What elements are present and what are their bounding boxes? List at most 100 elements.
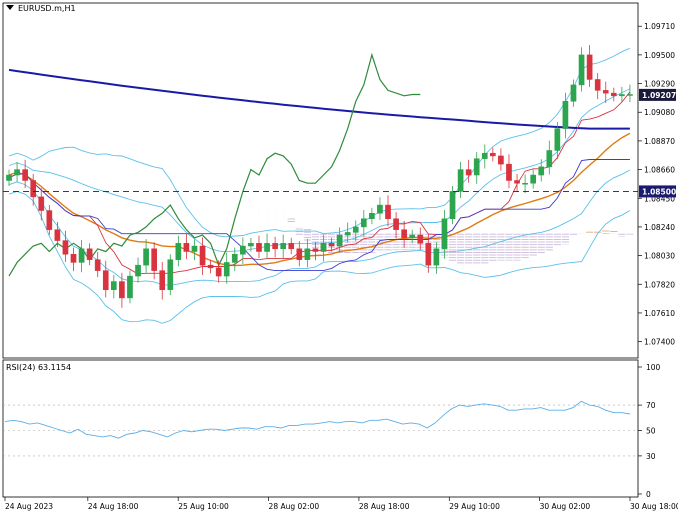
candle-body [449,191,456,219]
rsi-title: RSI(24) 63.1154 [6,363,71,372]
time-tick-label: 24 Aug 18:00 [88,502,139,511]
candle-body [433,248,440,266]
candle-body [231,253,238,263]
symbol-dropdown-icon[interactable] [6,5,14,10]
candle-body [312,248,319,252]
candle-body [578,54,585,86]
candle-body [377,204,383,214]
price-tick-label: 1.07400 [644,338,675,347]
candle-body [401,229,407,239]
time-tick-label: 24 Aug 2023 [5,502,53,511]
candle-body [344,232,351,236]
candle-body [183,243,190,252]
candle-body [352,226,359,233]
candle-body [328,243,335,247]
rsi-tick-label: 0 [646,490,651,499]
candle-body [514,180,520,184]
candle-body [336,234,343,247]
time-tick-label: 25 Aug 10:00 [178,502,229,511]
candle-body [78,248,85,263]
price-tick-label: 1.09080 [644,108,675,117]
candle-body [264,243,270,252]
candle-body [441,218,448,250]
symbol-title: EURUSD.m,H1 [18,4,76,13]
candle-body [38,196,45,211]
candle-body [6,174,12,181]
price-tick-label: 1.08240 [644,223,675,232]
price-tick-label: 1.07820 [644,280,675,289]
candle-body [425,243,432,266]
candle-body [30,180,37,198]
rsi-tick-label: 50 [646,427,656,436]
rsi-tick-label: 70 [646,401,656,410]
candle-body [506,163,512,181]
candle-body [215,267,222,277]
rsi-plot-frame [2,359,639,498]
candle-body [62,240,69,255]
price-tick-label: 1.08870 [644,137,675,146]
time-tick-label: 30 Aug 18:00 [630,502,678,511]
candle-body [619,94,625,97]
candle-body [465,169,472,176]
current-price-box [639,88,676,101]
price-tick-label: 1.09710 [644,22,675,31]
candle-body [240,245,246,255]
candle-body [22,169,28,181]
candle-body [119,281,125,299]
level-price-box [639,185,676,198]
candle-body [417,234,424,244]
candle-body [135,264,141,277]
price-tick-label: 1.09290 [644,80,675,89]
candle-body [167,259,174,290]
candle-body [223,262,230,277]
candle-body [562,101,569,129]
candle-body [207,264,214,269]
candle-body [191,245,198,252]
candle-body [199,245,206,266]
price-tick-label: 1.08450 [644,194,675,203]
candle-body [320,243,327,252]
candle-body [54,229,61,241]
candle-body [86,248,93,260]
candle-body [554,128,561,151]
candle-body [369,213,375,219]
candle-body [490,152,496,157]
time-tick-label: 28 Aug 02:00 [269,502,320,511]
candle-body [360,218,367,228]
price-tick-label: 1.08030 [644,252,675,261]
candle-body [304,248,311,260]
candle-body [151,248,157,271]
candle-body [159,270,166,290]
chikou-span-line [8,52,421,277]
candle-body [175,243,182,260]
bollinger-lower-1 [8,169,631,286]
level-price-label: 1.08500 [642,187,676,196]
rsi-tick-label: 100 [646,363,661,372]
candle-body [127,275,133,299]
kijun-sen-line [8,159,630,272]
candle-body [280,243,287,250]
candle-body [256,243,262,252]
tenkan-sen-line [8,91,631,275]
candle-body [570,84,577,102]
price-tick-label: 1.07610 [644,309,675,318]
main-plot-frame [2,2,639,359]
candle-body [70,253,77,263]
rsi-line [4,400,631,439]
candle-body [594,79,601,91]
candle-body [522,182,528,185]
candle-body [46,210,53,230]
bollinger-lower-2 [8,190,631,324]
candle-body [296,248,303,260]
candle-body [610,92,617,97]
candle-body [393,218,399,230]
rsi-tick-label: 30 [646,452,656,461]
candle-body [272,243,278,250]
sma-orange-line [8,132,631,267]
bollinger-upper-2 [8,47,631,238]
candle-body [14,169,20,176]
time-tick-label: 29 Aug 10:00 [449,502,500,511]
current-price-label: 1.09207 [642,91,676,100]
